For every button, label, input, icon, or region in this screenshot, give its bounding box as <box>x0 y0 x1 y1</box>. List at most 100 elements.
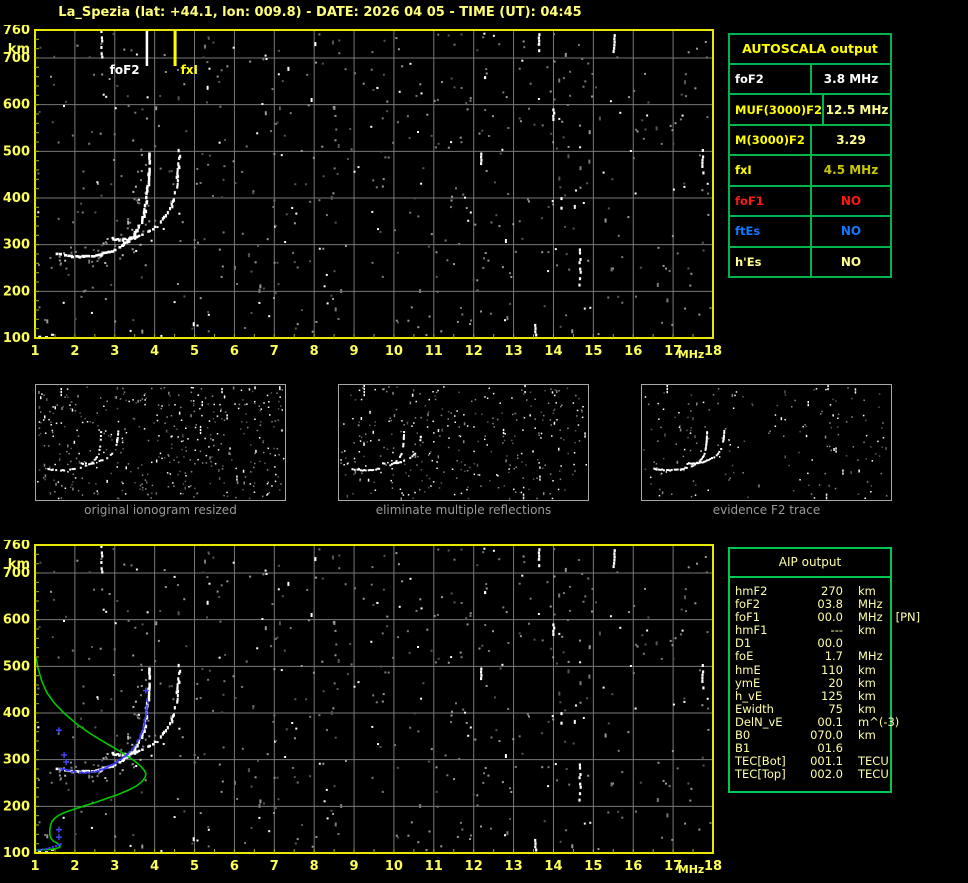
parameter-label: hmE <box>735 662 761 677</box>
parameter-label: foF1 <box>730 186 812 216</box>
parameter-unit: km <box>858 675 876 690</box>
aip-row: Ewidth 75 km <box>735 701 890 716</box>
parameter-value: 20 <box>828 675 843 690</box>
parameter-value: 4.5 MHz <box>823 163 879 178</box>
autoscala-table-title: AUTOSCALA output <box>742 41 878 56</box>
svg-text:9: 9 <box>350 859 359 874</box>
aip-row: TEC[Bot] 001.1 TECU <box>735 755 890 768</box>
aip-row: foE 1.7 MHz <box>735 650 890 663</box>
svg-text:760: 760 <box>3 25 30 38</box>
svg-text:10: 10 <box>385 859 403 874</box>
svg-text:14: 14 <box>544 344 562 359</box>
parameter-value: --- <box>830 623 843 638</box>
autoscala-output-table: AUTOSCALA output foF2 3.8 MHz MUF(3000)F2 1… <box>728 33 892 278</box>
parameter-value: 75 <box>828 701 843 716</box>
parameter-label: h_vE <box>735 688 763 703</box>
parameter-label: foE <box>735 649 754 664</box>
station-title: La_Spezia (lat: +44.1, lon: 009.8) - DAT… <box>58 5 582 20</box>
svg-text:16: 16 <box>624 859 642 874</box>
parameter-label: h'Es <box>730 247 812 276</box>
parameter-value: 00.0 <box>817 636 843 651</box>
parameter-value: NO <box>840 224 862 239</box>
aip-row: foF2 03.8 MHz <box>735 598 890 611</box>
parameter-unit: MHz <box>858 649 883 664</box>
aip-row: hmF1 --- km <box>735 624 890 637</box>
svg-text:4: 4 <box>150 344 159 359</box>
autoscala-row: h'Es NO <box>730 245 890 276</box>
parameter-unit: MHz <box>858 597 883 612</box>
svg-text:400: 400 <box>3 706 30 721</box>
aip-row: DelN_vE 00.1 m^(-3) <box>735 715 899 729</box>
svg-text:km: km <box>8 557 30 572</box>
svg-text:5: 5 <box>190 859 199 874</box>
parameter-value: 070.0 <box>810 728 843 743</box>
svg-text:300: 300 <box>3 753 30 768</box>
aip-row: hmF2 270 km <box>735 584 890 598</box>
svg-text:10: 10 <box>385 344 403 359</box>
svg-text:100: 100 <box>3 331 30 346</box>
parameter-value: 03.8 <box>817 597 843 612</box>
svg-text:17: 17 <box>664 344 682 359</box>
thumbnail-evidence-f2-trace <box>641 384 892 501</box>
parameter-value: 00.0 <box>817 610 843 625</box>
svg-text:11: 11 <box>425 344 443 359</box>
parameter-unit: TECU <box>858 754 889 769</box>
foF2-marker-line <box>145 30 149 66</box>
svg-text:400: 400 <box>3 191 30 206</box>
svg-text:700: 700 <box>3 566 30 581</box>
svg-text:7: 7 <box>270 859 279 874</box>
svg-text:18: 18 <box>704 859 722 874</box>
parameter-value: 125 <box>821 688 843 703</box>
parameter-value: 110 <box>821 662 843 677</box>
aip-row: ymE 20 km <box>735 675 890 690</box>
parameter-value: NO <box>840 193 862 208</box>
parameter-value: 002.0 <box>810 767 843 782</box>
svg-text:600: 600 <box>3 98 30 113</box>
parameter-unit: m^(-3) <box>858 714 900 729</box>
autoscala-row: foF1 NO <box>730 184 890 216</box>
svg-text:300: 300 <box>3 238 30 253</box>
svg-text:760: 760 <box>3 540 30 553</box>
parameter-label: hmF1 <box>735 623 768 638</box>
svg-text:600: 600 <box>3 613 30 628</box>
parameter-value: 1.7 <box>824 649 843 664</box>
svg-text:6: 6 <box>230 859 239 874</box>
aip-row: h_vE 125 km <box>735 688 890 703</box>
svg-text:12: 12 <box>465 859 483 874</box>
parameter-unit <box>843 637 858 650</box>
parameter-label: TEC[Bot] <box>735 754 786 769</box>
parameter-label: foF2 <box>730 65 812 94</box>
fxI-marker-label: fxI <box>181 63 198 77</box>
parameter-label: MUF(3000)F2 <box>730 95 825 124</box>
thumbnail-caption: original ionogram resized <box>84 503 237 517</box>
parameter-note: [PN] <box>895 610 921 625</box>
svg-text:15: 15 <box>584 344 602 359</box>
aip-output-table: AIP output hmF2 270 km foF2 03.8 MHz foF1 00.0 M… <box>728 547 920 793</box>
aip-table-rows: hmF2 270 km foF2 03.8 MHz foF1 00.0 MHz [PN] hmF1 -… <box>730 578 920 781</box>
parameter-unit: km <box>858 623 876 638</box>
svg-text:13: 13 <box>505 344 523 359</box>
svg-text:2: 2 <box>70 344 79 359</box>
parameter-label: B0 <box>735 728 751 743</box>
fxI-marker-line <box>173 30 177 66</box>
parameter-value: 270 <box>821 584 843 598</box>
parameter-unit: km <box>858 728 876 743</box>
aip-row: B0 070.0 km <box>735 728 890 743</box>
svg-text:1: 1 <box>30 344 39 359</box>
parameter-value: NO <box>840 254 862 269</box>
svg-text:5: 5 <box>190 344 199 359</box>
svg-text:MHz: MHz <box>678 348 705 360</box>
parameter-value: 3.8 MHz <box>823 72 879 87</box>
svg-text:1: 1 <box>30 859 39 874</box>
autoscala-row: M(3000)F2 3.29 <box>730 123 890 155</box>
parameter-label: M(3000)F2 <box>730 125 812 155</box>
parameter-label: foF2 <box>735 597 761 612</box>
svg-text:12: 12 <box>465 344 483 359</box>
svg-text:7: 7 <box>270 344 279 359</box>
svg-text:15: 15 <box>584 859 602 874</box>
autoscala-table-rows: foF2 3.8 MHz MUF(3000)F2 12.5 MHz M(3000)F2 3… <box>730 63 890 276</box>
aip-row: TEC[Top] 002.0 TECU <box>735 768 890 781</box>
parameter-value: 3.29 <box>836 133 866 148</box>
parameter-unit: km <box>858 701 876 716</box>
